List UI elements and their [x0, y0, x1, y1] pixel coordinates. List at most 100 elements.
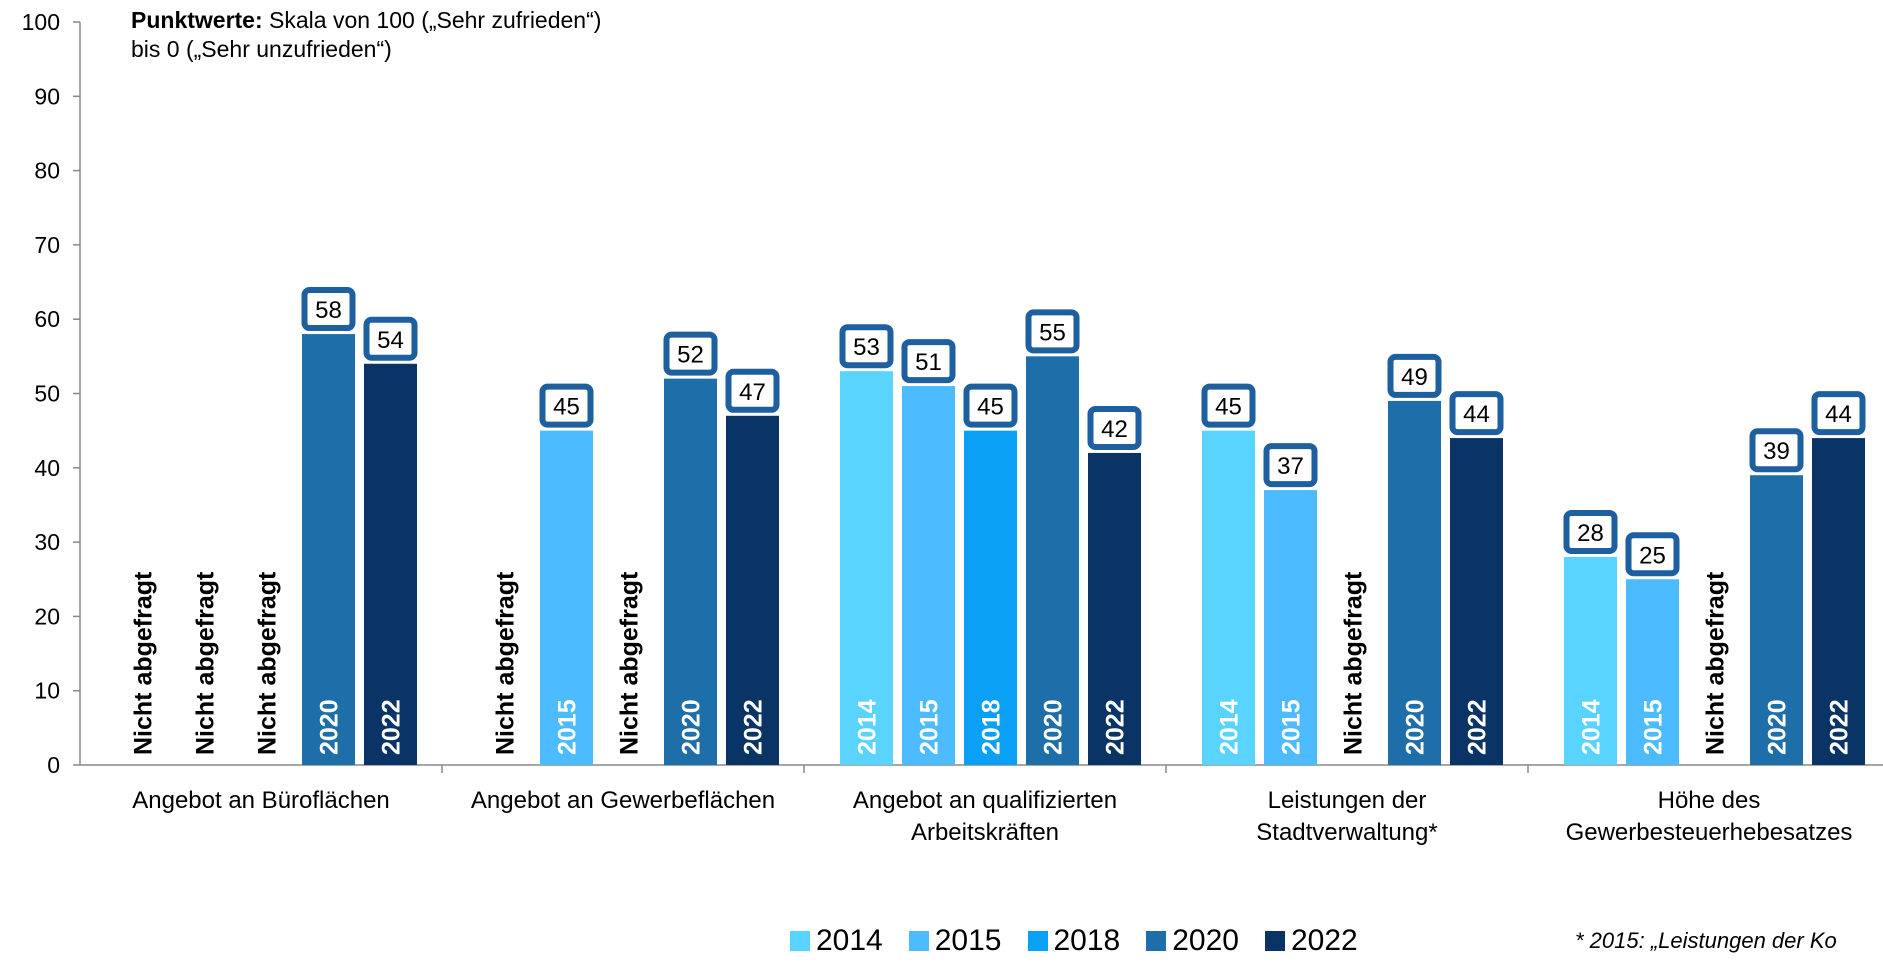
value-label-box — [1087, 405, 1142, 450]
value-label: 45 — [1215, 394, 1242, 421]
bar-2014 — [1202, 430, 1255, 765]
legend: 2014 2015 2018 2020 2022 — [790, 924, 1384, 958]
category-label: Höhe des — [1658, 787, 1761, 814]
value-label-box — [1449, 391, 1504, 436]
bar-2022 — [364, 363, 417, 765]
value-label-box — [1201, 383, 1256, 428]
footnote: * 2015: „Leistungen der Ko — [1575, 928, 1837, 953]
legend-label-2014: 2014 — [816, 924, 883, 957]
category-label: Gewerbesteuerhebesatzes — [1566, 819, 1853, 846]
bar-year-label: 2014 — [1578, 699, 1606, 755]
value-label: 52 — [677, 342, 704, 369]
bar-2020 — [1750, 475, 1803, 765]
bar-year-label: 2014 — [854, 699, 882, 755]
bar-year-label: 2022 — [378, 699, 406, 755]
bar-2020 — [664, 378, 717, 765]
legend-label-2022: 2022 — [1291, 924, 1358, 957]
legend-label-2020: 2020 — [1172, 924, 1239, 957]
value-label: 28 — [1577, 520, 1604, 547]
bar-year-label: 2020 — [316, 699, 344, 755]
value-label-box — [1263, 443, 1318, 488]
y-tick-label: 40 — [34, 455, 60, 481]
category-label: Angebot an qualifizierten — [853, 787, 1117, 814]
bar-2020 — [1388, 400, 1441, 765]
value-label: 25 — [1639, 542, 1666, 569]
value-label: 49 — [1401, 364, 1428, 391]
legend-swatch-2018 — [1027, 931, 1048, 951]
not-asked-label: Nicht abgefragt — [1340, 571, 1368, 755]
legend-item-2015: 2015 — [908, 924, 1002, 958]
category-label: Angebot an Gewerbeflächen — [471, 787, 775, 814]
bar-2022 — [1812, 438, 1865, 765]
legend-label-2015: 2015 — [934, 924, 1002, 957]
y-tick-label: 70 — [34, 232, 60, 258]
value-label-box — [725, 368, 780, 413]
y-tick-label: 20 — [34, 603, 60, 629]
value-label: 58 — [315, 297, 342, 324]
value-label: 47 — [739, 379, 766, 406]
bar-year-label: 2015 — [916, 699, 944, 755]
not-asked-label: Nicht abgefragt — [192, 571, 220, 755]
not-asked-label: Nicht abgefragt — [1702, 571, 1730, 755]
bar-2020 — [1026, 356, 1079, 765]
not-asked-label: Nicht abgefragt — [130, 571, 158, 755]
bar-2018 — [964, 430, 1017, 765]
bar-2015 — [540, 430, 593, 765]
value-label: 42 — [1101, 416, 1128, 443]
bar-2022 — [726, 415, 779, 765]
y-tick-label: 10 — [34, 678, 60, 704]
bar-year-label: 2018 — [978, 699, 1006, 755]
bar-year-label: 2020 — [1402, 699, 1430, 755]
value-label-box — [1811, 391, 1866, 436]
note-line2: bis 0 („Sehr unzufrieden“) — [131, 36, 392, 62]
not-asked-label: Nicht abgefragt — [616, 571, 644, 755]
legend-item-2020: 2020 — [1146, 924, 1239, 958]
category-label: Leistungen der — [1268, 787, 1427, 814]
value-label: 55 — [1039, 319, 1066, 346]
bar-year-label: 2015 — [1640, 699, 1668, 755]
category-label: Arbeitskräften — [911, 819, 1059, 846]
value-label: 45 — [977, 394, 1004, 421]
bar-2022 — [1450, 438, 1503, 765]
legend-swatch-2022 — [1265, 931, 1285, 951]
note-text: Skala von 100 („Sehr zufrieden“) — [262, 7, 602, 33]
value-label: 44 — [1825, 401, 1852, 428]
y-tick-label: 100 — [22, 9, 60, 35]
value-label-box — [1563, 509, 1618, 554]
bar-2015 — [1626, 579, 1679, 765]
bar-year-label: 2020 — [1040, 699, 1068, 755]
legend-label-2018: 2018 — [1053, 924, 1121, 957]
value-label-box — [839, 324, 894, 369]
value-label-box — [901, 339, 956, 384]
value-label-box — [1387, 353, 1442, 398]
bar-year-label: 2022 — [1464, 699, 1492, 755]
bar-2014 — [840, 371, 893, 765]
bar-year-label: 2022 — [1826, 699, 1854, 755]
y-tick-label: 80 — [34, 158, 60, 184]
y-tick-label: 30 — [34, 529, 60, 555]
bar-year-label: 2022 — [740, 699, 768, 755]
value-label: 45 — [553, 394, 580, 421]
bar-2020 — [302, 334, 355, 765]
not-asked-label: Nicht abgefragt — [492, 571, 520, 755]
value-label-box — [963, 383, 1018, 428]
legend-item-2018: 2018 — [1027, 924, 1121, 958]
bar-year-label: 2015 — [1278, 699, 1306, 755]
note-bold: Punktwerte: — [131, 7, 263, 33]
y-tick-label: 0 — [47, 752, 60, 778]
value-label-box — [1625, 532, 1680, 577]
value-label-box — [1025, 309, 1080, 354]
bar-2015 — [902, 386, 955, 765]
value-label-box — [301, 287, 356, 332]
legend-item-2022: 2022 — [1265, 924, 1358, 958]
bar-2022 — [1088, 452, 1141, 765]
bar-2014 — [1564, 556, 1617, 765]
y-tick-label: 60 — [34, 306, 60, 332]
value-label-box — [363, 316, 418, 361]
category-label: Angebot an Büroflächen — [132, 787, 390, 814]
value-label: 54 — [377, 327, 404, 354]
legend-swatch-2020 — [1146, 931, 1167, 951]
bar-year-label: 2015 — [554, 699, 582, 755]
value-label: 51 — [915, 349, 942, 376]
